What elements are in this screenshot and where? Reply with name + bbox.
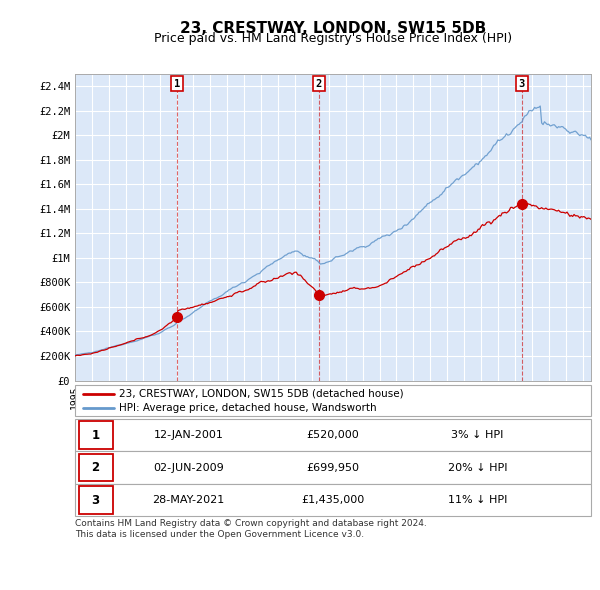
Text: 3: 3 [92, 493, 100, 507]
Text: 3% ↓ HPI: 3% ↓ HPI [451, 430, 503, 440]
Text: 1: 1 [174, 78, 181, 88]
Text: £520,000: £520,000 [307, 430, 359, 440]
Text: 11% ↓ HPI: 11% ↓ HPI [448, 495, 507, 505]
Text: 1: 1 [92, 428, 100, 442]
Text: 28-MAY-2021: 28-MAY-2021 [152, 495, 224, 505]
Text: 12-JAN-2001: 12-JAN-2001 [154, 430, 223, 440]
Text: 3: 3 [518, 78, 525, 88]
Text: HPI: Average price, detached house, Wandsworth: HPI: Average price, detached house, Wand… [119, 402, 376, 412]
Text: 2: 2 [316, 78, 322, 88]
Text: 23, CRESTWAY, LONDON, SW15 5DB (detached house): 23, CRESTWAY, LONDON, SW15 5DB (detached… [119, 389, 403, 399]
Bar [79, 454, 113, 481]
Bar [79, 486, 113, 514]
Text: Contains HM Land Registry data © Crown copyright and database right 2024.
This d: Contains HM Land Registry data © Crown c… [75, 519, 427, 539]
Text: £1,435,000: £1,435,000 [301, 495, 365, 505]
Text: 02-JUN-2009: 02-JUN-2009 [153, 463, 224, 473]
Text: 20% ↓ HPI: 20% ↓ HPI [448, 463, 507, 473]
Text: 23, CRESTWAY, LONDON, SW15 5DB: 23, CRESTWAY, LONDON, SW15 5DB [180, 21, 486, 35]
Text: Price paid vs. HM Land Registry's House Price Index (HPI): Price paid vs. HM Land Registry's House … [154, 32, 512, 45]
Text: £699,950: £699,950 [307, 463, 359, 473]
Bar [79, 421, 113, 449]
Text: 2: 2 [92, 461, 100, 474]
